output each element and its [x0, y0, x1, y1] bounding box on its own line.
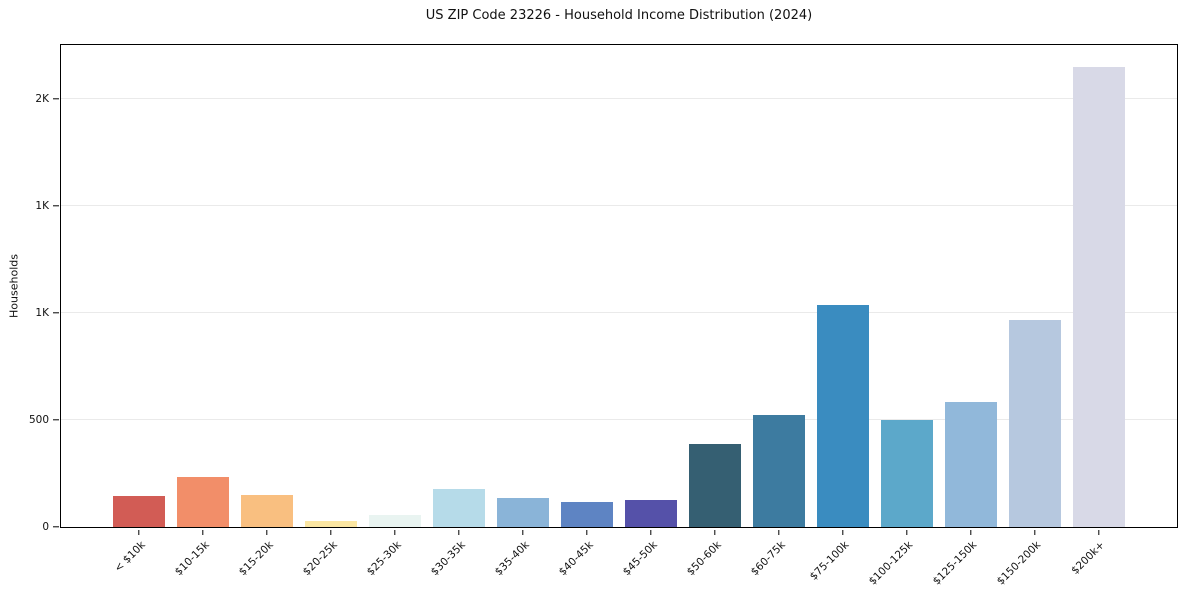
- bar: [177, 477, 229, 527]
- x-tick-label: < $10k: [111, 539, 148, 575]
- x-tick-mark: [138, 530, 140, 535]
- x-tick-label: $25-30k: [364, 539, 404, 579]
- bar: [305, 521, 357, 527]
- gridline: [61, 204, 1177, 206]
- x-tick-label: $100-125k: [866, 539, 916, 588]
- bar-slot: $150-200k: [995, 45, 1067, 588]
- x-tick-mark: [586, 530, 588, 535]
- bar-slot: $30-35k: [427, 45, 491, 578]
- bar-slot: $50-60k: [683, 45, 747, 578]
- bar: [1009, 320, 1061, 527]
- x-tick-mark: [522, 530, 524, 535]
- y-tick-label: 0: [42, 521, 49, 533]
- x-tick-mark: [1098, 530, 1100, 535]
- y-tick-label: 500: [28, 413, 49, 426]
- bar-slot: $45-50k: [619, 45, 683, 578]
- x-tick-mark: [778, 530, 780, 535]
- x-tick-mark: [394, 530, 396, 535]
- x-tick-label: $60-75k: [748, 539, 788, 579]
- x-tick-mark: [330, 530, 332, 535]
- plot-area: < $10k $10-15k $15-20k $20-25k $25-30k $30-35…: [29, 44, 1178, 588]
- bar-slot: $200k+: [1067, 45, 1131, 577]
- bar-slot: $40-45k: [555, 45, 619, 578]
- x-tick-mark: [714, 530, 716, 535]
- bar: [689, 444, 741, 527]
- y-axis-title: Households: [7, 254, 21, 318]
- x-tick-mark: [266, 530, 268, 535]
- bar: [497, 497, 549, 527]
- bars: < $10k $10-15k $15-20k $20-25k $25-30k $30-35…: [61, 45, 1177, 588]
- x-tick-mark: [650, 530, 652, 535]
- x-tick-mark: [1034, 530, 1036, 535]
- bar: [945, 401, 997, 527]
- bar: [433, 489, 485, 527]
- x-tick-label: $30-35k: [428, 539, 468, 579]
- x-tick-mark: [970, 530, 972, 535]
- x-tick-label: $45-50k: [620, 539, 660, 579]
- gridlines: [61, 45, 1177, 527]
- y-tick-label: 1K: [35, 199, 49, 212]
- chart-title: US ZIP Code 23226 - Household Income Dis…: [425, 8, 813, 23]
- bar: [113, 495, 165, 527]
- gridline: [61, 97, 1177, 99]
- bar-slot: $60-75k: [747, 45, 811, 578]
- bar: [241, 495, 293, 527]
- bar: [817, 305, 869, 527]
- bar-slot: $100-125k: [867, 45, 939, 588]
- bar-slot: $10-15k: [171, 45, 235, 578]
- bar-slot: < $10k: [107, 45, 171, 575]
- y-tick-mark: [53, 204, 59, 207]
- y-tick-mark: [53, 97, 59, 100]
- x-tick-label: $125-150k: [930, 539, 980, 588]
- x-tick-label: $50-60k: [684, 539, 724, 579]
- x-tick-label: $10-15k: [172, 539, 212, 579]
- x-tick-mark: [202, 530, 204, 535]
- bar: [881, 419, 933, 527]
- bar: [1073, 67, 1125, 527]
- bar: [561, 501, 613, 527]
- y-tick-mark: [53, 419, 59, 421]
- x-tick-label: $40-45k: [556, 539, 596, 579]
- x-tick-label: $150-200k: [994, 539, 1044, 588]
- bar: [753, 414, 805, 527]
- y-tick-mark: [53, 526, 59, 528]
- bar-slot: $20-25k: [299, 45, 363, 578]
- x-tick-mark: [458, 530, 460, 535]
- x-tick-label: $35-40k: [492, 539, 532, 579]
- x-tick-label: $200k+: [1069, 539, 1108, 577]
- bar-slot: $125-150k: [931, 45, 1003, 588]
- bar: [625, 500, 677, 527]
- bar: [369, 515, 421, 527]
- y-tick-label: 1K: [35, 306, 49, 319]
- x-tick-label: $20-25k: [300, 539, 340, 579]
- y-tick-label: 2K: [35, 92, 49, 105]
- bar-slot: $25-30k: [363, 45, 427, 578]
- bar-slot: $35-40k: [491, 45, 555, 578]
- bar-slot: $15-20k: [235, 45, 299, 578]
- gridline: [61, 418, 1177, 420]
- x-tick-mark: [842, 530, 844, 535]
- x-tick-label: $75-100k: [807, 539, 852, 583]
- x-tick-label: $15-20k: [236, 539, 276, 579]
- bar-slot: $75-100k: [808, 45, 875, 583]
- x-tick-mark: [906, 530, 908, 535]
- y-tick-mark: [53, 312, 59, 314]
- gridline: [61, 311, 1177, 313]
